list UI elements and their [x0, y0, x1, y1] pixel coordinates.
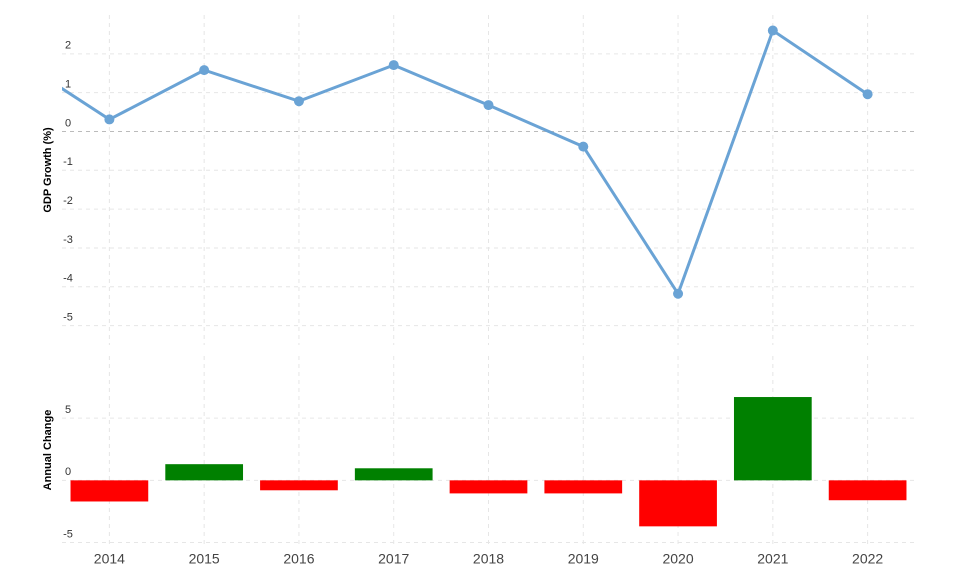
point	[199, 65, 210, 76]
point	[104, 114, 115, 125]
point	[862, 89, 873, 100]
plot	[10, 25, 873, 299]
y-tick-label: -5	[63, 528, 73, 540]
point	[767, 25, 778, 36]
x-tick-label: 2015	[189, 551, 220, 567]
point	[578, 141, 589, 152]
line	[62, 28, 869, 298]
x-tick-label: 2016	[283, 551, 314, 567]
x-tick-label: 2017	[378, 551, 409, 567]
point	[388, 60, 399, 71]
y-tick-label: 5	[65, 404, 71, 416]
x-tick-label: 2022	[852, 551, 883, 567]
bar	[70, 480, 149, 502]
y-tick-label: -1	[63, 156, 73, 168]
x-tick-label: 2018	[473, 551, 504, 567]
bar	[733, 397, 812, 481]
y-axis-title: Annual Change	[42, 410, 54, 491]
x-tick-label: 2021	[757, 551, 788, 567]
bar	[639, 480, 717, 527]
y-tick-label: -4	[63, 273, 73, 285]
bar	[260, 480, 338, 491]
y-tick-label: 0	[65, 466, 71, 478]
bar	[828, 480, 907, 501]
y-axis-title: GDP Growth (%)	[42, 127, 54, 213]
point	[293, 96, 304, 107]
y-tick-label: -3	[63, 234, 73, 246]
point	[483, 100, 494, 111]
bar	[544, 480, 623, 494]
point	[10, 53, 20, 63]
x-tick-label: 2020	[662, 551, 693, 567]
bar	[354, 468, 433, 481]
y-tick-label: 1	[65, 79, 71, 91]
y-tick-label: 0	[65, 117, 71, 129]
x-tick-label: 2019	[568, 551, 599, 567]
point	[673, 288, 684, 299]
y-tick-label: -2	[63, 195, 73, 207]
bar	[165, 464, 244, 481]
y-tick-label: 2	[65, 40, 71, 52]
x-tick-label: 2014	[94, 551, 125, 567]
y-tick-label: -5	[63, 311, 73, 323]
bar	[449, 480, 528, 494]
